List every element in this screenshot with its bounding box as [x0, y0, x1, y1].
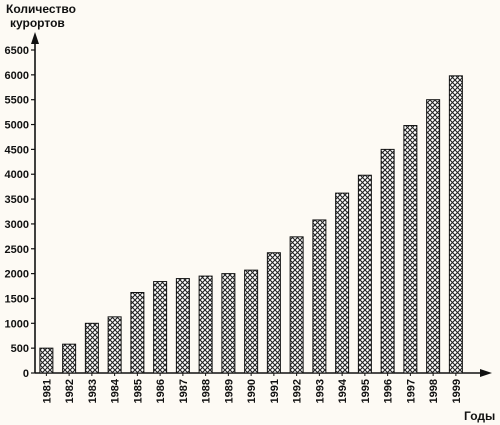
bar-1987	[175, 278, 190, 374]
y-tick-label: 2500	[5, 244, 29, 256]
x-tick-label: 1985	[132, 379, 144, 403]
x-tick-label: 1999	[451, 379, 463, 403]
x-tick-label: 1993	[314, 379, 326, 403]
x-tick-label: 1983	[87, 379, 99, 403]
bar-1999	[448, 75, 463, 374]
x-tick-label: 1984	[110, 378, 122, 403]
bar-1982	[62, 343, 77, 374]
x-tick-label: 1997	[405, 379, 417, 403]
x-tick-label: 1986	[155, 379, 167, 403]
x-axis-arrow	[480, 369, 492, 377]
plot-area: 0 500 1000 1500 2000 2500 3000 3500 4000 4500 5000…	[5, 32, 492, 403]
y-axis-label-line-1: Количество	[6, 2, 76, 16]
y-tick-label: 6000	[5, 70, 29, 82]
bar-1991	[266, 252, 281, 374]
bar-1994	[335, 192, 350, 374]
bar-1986	[153, 281, 168, 374]
bar-1998	[426, 99, 441, 374]
x-tick-label: 1988	[201, 379, 213, 403]
y-tick-label: 1000	[5, 318, 29, 330]
x-axis-label: Годы	[464, 409, 495, 423]
x-tick-label: 1994	[337, 378, 349, 403]
y-tick-label: 4000	[5, 169, 29, 181]
y-axis-arrow	[31, 32, 39, 44]
x-tick-label: 1982	[64, 379, 76, 403]
x-tick-label: 1981	[41, 379, 53, 403]
y-tick-label: 5500	[5, 95, 29, 107]
bar-1990	[244, 269, 259, 374]
bar-1988	[198, 275, 213, 374]
bar-1996	[380, 148, 395, 374]
x-tick-label: 1995	[360, 379, 372, 403]
bar-1981	[39, 347, 54, 374]
bar-1993	[312, 219, 327, 374]
y-axis-label-line-2: курортов	[10, 16, 65, 30]
y-tick-label: 5000	[5, 120, 29, 132]
y-tick-label: 500	[11, 343, 29, 355]
bar-1989	[221, 273, 236, 374]
x-tick-label: 1987	[178, 379, 190, 403]
y-tick-label: 3000	[5, 219, 29, 231]
bar-1995	[357, 174, 372, 374]
bar-1983	[84, 322, 99, 374]
bar-1992	[289, 236, 304, 374]
y-tick-label: 0	[23, 368, 29, 380]
y-tick-label: 3500	[5, 194, 29, 206]
y-tick-label: 2000	[5, 269, 29, 281]
bar-1985	[130, 291, 145, 374]
y-tick-label: 1500	[5, 293, 29, 305]
bar-1984	[107, 316, 122, 374]
y-tick-label: 6500	[5, 45, 29, 57]
x-tick-label: 1991	[269, 379, 281, 403]
bar-1997	[403, 125, 418, 374]
x-tick-label: 1990	[246, 379, 258, 403]
x-tick-label: 1998	[428, 379, 440, 403]
x-tick-label: 1992	[292, 379, 304, 403]
y-tick-label: 4500	[5, 144, 29, 156]
x-tick-label: 1989	[223, 379, 235, 403]
x-tick-label: 1996	[383, 379, 395, 403]
